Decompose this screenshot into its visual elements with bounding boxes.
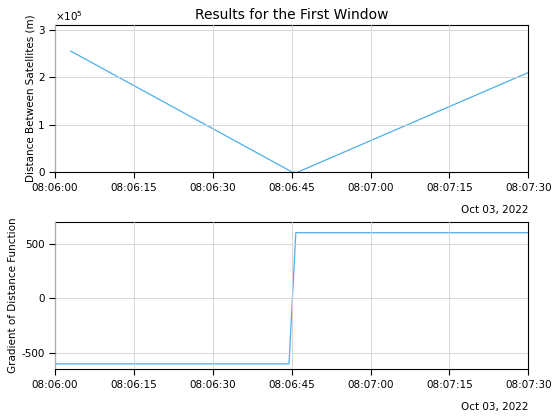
Y-axis label: Gradient of Distance Function: Gradient of Distance Function bbox=[8, 218, 18, 373]
Y-axis label: Distance Between Satellites (m): Distance Between Satellites (m) bbox=[25, 15, 35, 182]
Title: Results for the First Window: Results for the First Window bbox=[195, 8, 389, 22]
Text: Oct 03, 2022: Oct 03, 2022 bbox=[461, 205, 528, 215]
Text: Oct 03, 2022: Oct 03, 2022 bbox=[461, 402, 528, 412]
Text: $\times10^5$: $\times10^5$ bbox=[55, 10, 83, 24]
